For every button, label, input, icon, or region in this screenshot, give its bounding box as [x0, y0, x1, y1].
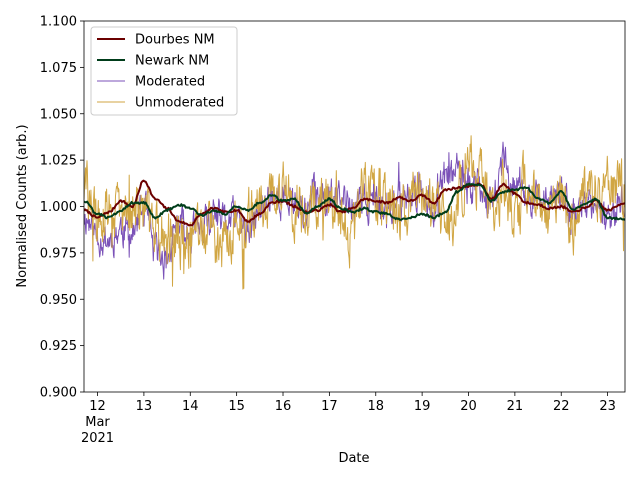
y-tick-label: 1.100 — [40, 15, 77, 30]
y-axis-label: Normalised Counts (arb.) — [15, 124, 30, 287]
x-tick-month-label: Mar — [85, 415, 110, 430]
y-tick-label: 1.050 — [40, 107, 77, 122]
x-tick-label: 18 — [367, 399, 384, 414]
series-layer — [84, 135, 625, 290]
legend-label: Dourbes NM — [135, 33, 215, 48]
x-tick-year-label: 2021 — [81, 431, 114, 446]
x-tick-label: 22 — [553, 399, 570, 414]
y-tick-label: 1.025 — [40, 154, 77, 169]
x-tick-label: 13 — [136, 399, 153, 414]
y-tick-label: 1.000 — [40, 200, 77, 215]
y-tick-label: 0.975 — [40, 246, 77, 261]
series-line-dourbes-nm — [84, 179, 625, 227]
legend: Dourbes NM Newark NM Moderated Unmoderated — [90, 26, 238, 116]
legend-box — [90, 26, 238, 116]
y-tick-label: 1.075 — [40, 61, 77, 76]
x-tick-label: 20 — [460, 399, 477, 414]
series-line-newark-nm — [84, 182, 625, 221]
x-tick-label: 14 — [182, 399, 199, 414]
x-tick-label: 15 — [228, 399, 245, 414]
x-tick-label: 23 — [599, 399, 616, 414]
x-tick-label: 17 — [321, 399, 338, 414]
x-tick-label: 16 — [275, 399, 292, 414]
series-line-unmoderated — [84, 135, 625, 290]
legend-label: Unmoderated — [135, 96, 224, 111]
y-tick-label: 0.950 — [40, 293, 77, 308]
legend-label: Moderated — [135, 75, 205, 90]
legend-label: Newark NM — [135, 54, 209, 69]
y-axis: 0.900 0.925 0.950 0.975 1.000 1.025 1.050 1.075… — [40, 15, 84, 401]
y-tick-label: 0.925 — [40, 339, 77, 354]
x-axis-label: Date — [338, 451, 369, 466]
x-tick-label: 12 — [89, 399, 106, 414]
x-tick-label: 21 — [507, 399, 524, 414]
y-tick-label: 0.900 — [40, 386, 77, 401]
x-tick-label: 19 — [414, 399, 431, 414]
